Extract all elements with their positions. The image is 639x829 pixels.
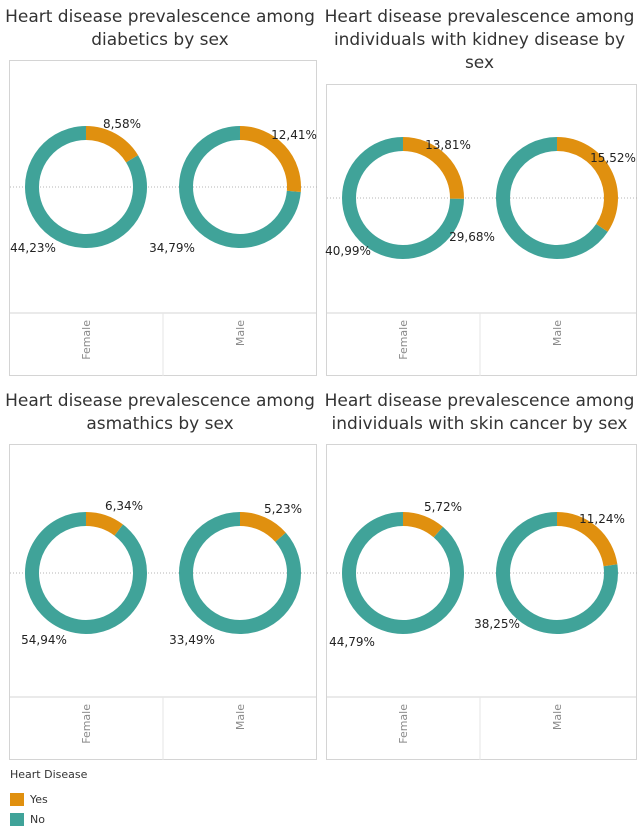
- legend-title: Heart Disease: [10, 768, 88, 781]
- data-label-no: 33,49%: [169, 633, 215, 647]
- data-label-no: 29,68%: [449, 230, 495, 244]
- category-label: Male: [234, 704, 247, 730]
- chart-title: Heart disease prevalescence among diabet…: [5, 7, 315, 50]
- data-label-yes: 12,41%: [271, 128, 317, 142]
- data-label-yes: 11,24%: [579, 512, 625, 526]
- donut-slice-no[interactable]: [25, 512, 147, 634]
- donut-chart-asthmatics: 6,34% 54,94% Female 5,23% 33,49% Male: [10, 499, 317, 760]
- legend-label: No: [30, 812, 45, 826]
- data-label-yes: 5,23%: [264, 502, 302, 516]
- chart-frame: [326, 444, 637, 760]
- data-label-no: 44,23%: [10, 241, 56, 255]
- legend-swatch-no: [10, 812, 24, 826]
- chart-panel-kidney: Heart disease prevalescence among indivi…: [320, 0, 639, 380]
- donut-chart-diabetics: 8,58% 44,23% Female 12,41% 34,79% Male: [10, 117, 317, 376]
- data-label-yes: 6,34%: [105, 499, 143, 513]
- data-label-no: 38,25%: [474, 617, 520, 631]
- chart-panel-skin-cancer: Heart disease prevalescence among indivi…: [320, 384, 639, 764]
- donut-slice-no[interactable]: [342, 137, 464, 259]
- donut-slice-yes[interactable]: [556, 512, 618, 567]
- donut-slice-yes[interactable]: [402, 512, 443, 538]
- chart-title: Heart disease prevalescence among indivi…: [324, 391, 635, 434]
- chart-frame: [326, 84, 637, 376]
- data-label-no: 34,79%: [149, 241, 195, 255]
- donut-slice-yes[interactable]: [556, 137, 618, 232]
- legend: Heart Disease Yes No: [10, 768, 87, 829]
- donut-slice-yes[interactable]: [239, 126, 301, 192]
- data-label-yes: 15,52%: [590, 151, 636, 165]
- donut-slice-no[interactable]: [179, 512, 301, 634]
- chart-panel-diabetics: Heart disease prevalescence among diabet…: [0, 0, 320, 380]
- data-label-yes: 13,81%: [425, 138, 471, 152]
- donut-slice-no[interactable]: [496, 137, 608, 259]
- category-label: Female: [80, 320, 93, 360]
- donut-chart-kidney: 13,81% 40,99% Female 15,52% 29,68% Male: [325, 137, 637, 376]
- donut-slice-no[interactable]: [342, 512, 464, 634]
- category-label: Female: [397, 320, 410, 360]
- legend-item-no[interactable]: No: [10, 809, 87, 829]
- chart-title: Heart disease prevalescence among asmath…: [5, 391, 315, 434]
- donut-slice-yes[interactable]: [239, 512, 286, 543]
- donut-slice-no[interactable]: [179, 126, 301, 248]
- category-label: Male: [551, 704, 564, 730]
- data-label-no: 44,79%: [329, 635, 375, 649]
- legend-label: Yes: [30, 792, 48, 806]
- donut-slice-no[interactable]: [496, 512, 618, 634]
- category-label: Male: [551, 320, 564, 346]
- legend-item-yes[interactable]: Yes: [10, 789, 87, 809]
- category-label: Female: [397, 704, 410, 744]
- data-label-yes: 8,58%: [103, 117, 141, 131]
- data-label-yes: 5,72%: [424, 500, 462, 514]
- donut-chart-skin-cancer: 5,72% 44,79% Female 11,24% 38,25% Male: [327, 500, 637, 760]
- donut-slice-yes[interactable]: [85, 512, 123, 536]
- chart-title: Heart disease prevalescence among indivi…: [324, 7, 635, 73]
- category-label: Male: [234, 320, 247, 346]
- category-label: Female: [80, 704, 93, 744]
- legend-swatch-yes: [10, 792, 24, 806]
- donut-slice-yes[interactable]: [402, 137, 465, 199]
- data-label-no: 40,99%: [325, 244, 371, 258]
- donut-slice-yes[interactable]: [85, 126, 139, 163]
- donut-slice-no[interactable]: [25, 126, 147, 248]
- chart-panel-asthmatics: Heart disease prevalescence among asmath…: [0, 384, 320, 764]
- data-label-no: 54,94%: [21, 633, 67, 647]
